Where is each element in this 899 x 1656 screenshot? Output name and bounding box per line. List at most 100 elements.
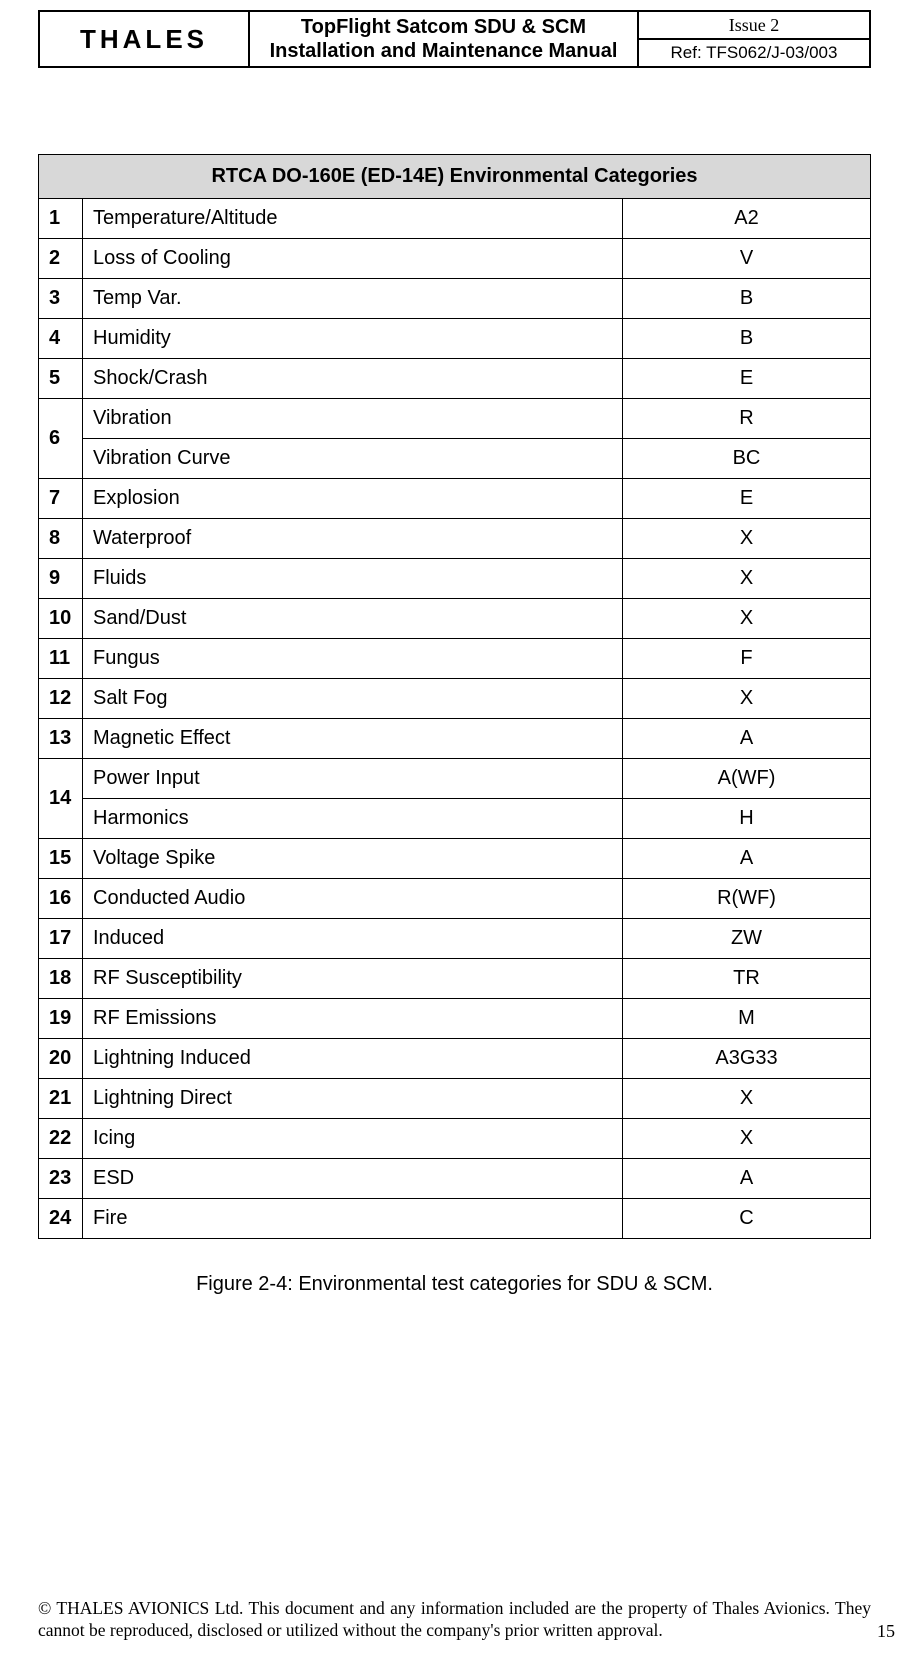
category-code: B — [623, 279, 871, 319]
category-label: Harmonics — [83, 799, 623, 839]
row-index: 17 — [39, 919, 83, 959]
table-row: HarmonicsH — [39, 799, 871, 839]
table-title: RTCA DO-160E (ED-14E) Environmental Cate… — [39, 155, 871, 199]
category-code: BC — [623, 439, 871, 479]
category-label: Lightning Induced — [83, 1039, 623, 1079]
table-row: 15Voltage SpikeA — [39, 839, 871, 879]
category-label: Waterproof — [83, 519, 623, 559]
row-index: 8 — [39, 519, 83, 559]
category-label: ESD — [83, 1159, 623, 1199]
category-code: X — [623, 599, 871, 639]
title-line-2: Installation and Maintenance Manual — [270, 40, 618, 62]
category-code: A — [623, 719, 871, 759]
row-index: 7 — [39, 479, 83, 519]
row-index: 21 — [39, 1079, 83, 1119]
category-code: E — [623, 359, 871, 399]
table-row: 17InducedZW — [39, 919, 871, 959]
environmental-categories-table: RTCA DO-160E (ED-14E) Environmental Cate… — [38, 154, 871, 1239]
table-row: 11FungusF — [39, 639, 871, 679]
category-label: Fire — [83, 1199, 623, 1239]
table-row: 13Magnetic EffectA — [39, 719, 871, 759]
row-index: 12 — [39, 679, 83, 719]
table-row: 19RF EmissionsM — [39, 999, 871, 1039]
document-title: TopFlight Satcom SDU & SCM Installation … — [250, 12, 639, 66]
table-row: 21Lightning DirectX — [39, 1079, 871, 1119]
row-index: 9 — [39, 559, 83, 599]
table-row: 5Shock/CrashE — [39, 359, 871, 399]
category-code: X — [623, 1079, 871, 1119]
row-index: 16 — [39, 879, 83, 919]
table-row: 24FireC — [39, 1199, 871, 1239]
document-meta: Issue 2 Ref: TFS062/J-03/003 — [639, 12, 869, 66]
table-row: 18RF SusceptibilityTR — [39, 959, 871, 999]
category-label: Fluids — [83, 559, 623, 599]
category-code: R — [623, 399, 871, 439]
table-row: 9FluidsX — [39, 559, 871, 599]
category-label: Temp Var. — [83, 279, 623, 319]
category-label: Loss of Cooling — [83, 239, 623, 279]
category-code: E — [623, 479, 871, 519]
category-label: Salt Fog — [83, 679, 623, 719]
category-code: TR — [623, 959, 871, 999]
category-code: A3G33 — [623, 1039, 871, 1079]
row-index: 15 — [39, 839, 83, 879]
category-label: Humidity — [83, 319, 623, 359]
table-row: Vibration CurveBC — [39, 439, 871, 479]
page-number: 15 — [877, 1621, 895, 1642]
category-code: X — [623, 559, 871, 599]
category-code: R(WF) — [623, 879, 871, 919]
row-index: 22 — [39, 1119, 83, 1159]
figure-caption: Figure 2-4: Environmental test categorie… — [38, 1273, 871, 1296]
category-label: RF Emissions — [83, 999, 623, 1039]
table-row: 3Temp Var.B — [39, 279, 871, 319]
category-code: A(WF) — [623, 759, 871, 799]
table-row: 22IcingX — [39, 1119, 871, 1159]
category-label: Voltage Spike — [83, 839, 623, 879]
table-row: 14Power InputA(WF) — [39, 759, 871, 799]
row-index: 2 — [39, 239, 83, 279]
category-label: Lightning Direct — [83, 1079, 623, 1119]
category-code: C — [623, 1199, 871, 1239]
row-index: 24 — [39, 1199, 83, 1239]
category-code: X — [623, 1119, 871, 1159]
category-label: Vibration — [83, 399, 623, 439]
category-code: M — [623, 999, 871, 1039]
table-row: 12Salt FogX — [39, 679, 871, 719]
table-row: 10Sand/DustX — [39, 599, 871, 639]
category-label: RF Susceptibility — [83, 959, 623, 999]
category-code: X — [623, 519, 871, 559]
category-code: A2 — [623, 199, 871, 239]
brand-logo: THALES — [40, 12, 250, 66]
category-code: ZW — [623, 919, 871, 959]
row-index: 5 — [39, 359, 83, 399]
row-index: 11 — [39, 639, 83, 679]
row-index: 13 — [39, 719, 83, 759]
category-label: Power Input — [83, 759, 623, 799]
category-label: Conducted Audio — [83, 879, 623, 919]
issue-label: Issue 2 — [639, 12, 869, 40]
category-code: A — [623, 839, 871, 879]
document-header: THALES TopFlight Satcom SDU & SCM Instal… — [38, 10, 871, 68]
table-row: 7ExplosionE — [39, 479, 871, 519]
table-row: 2Loss of CoolingV — [39, 239, 871, 279]
title-line-1: TopFlight Satcom SDU & SCM — [301, 16, 586, 38]
category-label: Temperature/Altitude — [83, 199, 623, 239]
reference-label: Ref: TFS062/J-03/003 — [639, 40, 869, 66]
row-index: 4 — [39, 319, 83, 359]
category-label: Icing — [83, 1119, 623, 1159]
row-index: 6 — [39, 399, 83, 479]
table-row: 4HumidityB — [39, 319, 871, 359]
category-code: F — [623, 639, 871, 679]
category-code: V — [623, 239, 871, 279]
category-label: Magnetic Effect — [83, 719, 623, 759]
category-label: Vibration Curve — [83, 439, 623, 479]
category-code: A — [623, 1159, 871, 1199]
row-index: 3 — [39, 279, 83, 319]
copyright-footer: © THALES AVIONICS Ltd. This document and… — [38, 1598, 871, 1642]
row-index: 10 — [39, 599, 83, 639]
row-index: 19 — [39, 999, 83, 1039]
category-label: Sand/Dust — [83, 599, 623, 639]
category-code: B — [623, 319, 871, 359]
row-index: 14 — [39, 759, 83, 839]
table-row: 16Conducted AudioR(WF) — [39, 879, 871, 919]
